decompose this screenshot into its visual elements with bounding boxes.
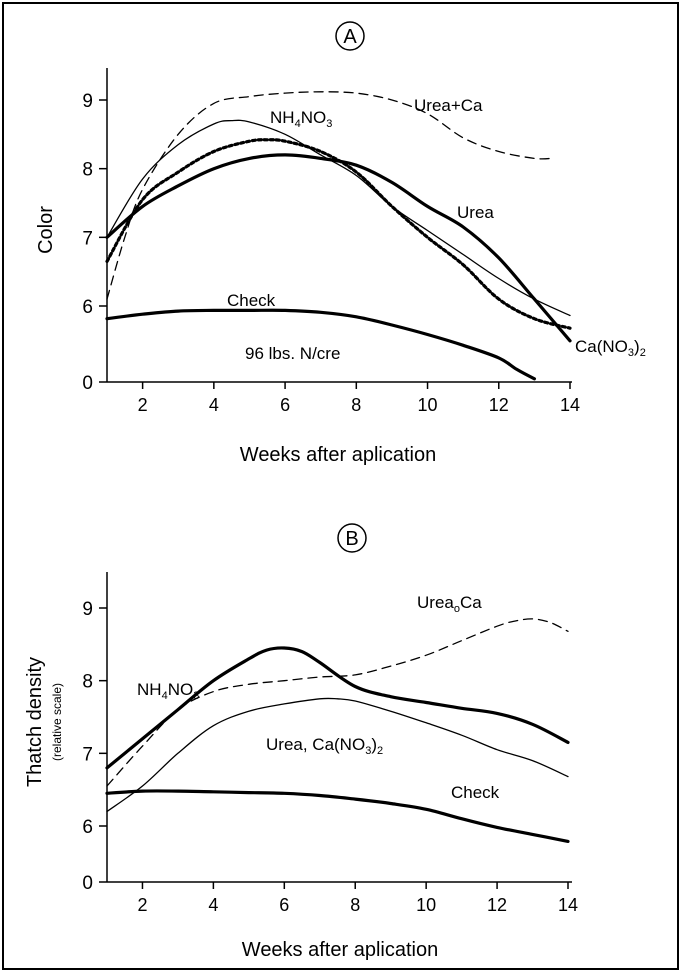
panel-b-badge: [337, 523, 367, 553]
y-tick-label: 0: [82, 373, 93, 394]
series-line-ca-no3-2: [105, 138, 572, 330]
series-label-b-nh4no3: NH4NO3: [137, 680, 199, 702]
series-label-urea: Urea: [457, 203, 494, 222]
series-line-urea: [105, 153, 572, 343]
panel-a-label: A: [343, 26, 357, 48]
x-tick-label: 10: [416, 895, 436, 915]
x-tick-label: 8: [351, 395, 361, 415]
x-tick-label: 6: [279, 895, 289, 915]
y-tick-label: 8: [82, 672, 93, 693]
series-line-nh4no3: [106, 119, 571, 317]
series-label-urea-cano3-2: Urea, Ca(NO3)2: [266, 735, 383, 757]
panel-a-badge: [335, 21, 365, 51]
y-tick-label: 6: [82, 297, 93, 318]
y-tick-label: 9: [82, 91, 93, 112]
series-label-urea-ca: Urea+Ca: [414, 96, 483, 115]
x-tick-label: 14: [560, 395, 580, 415]
y-tick-label: 9: [82, 599, 93, 620]
x-tick-label: 8: [350, 895, 360, 915]
x-tick-label: 4: [209, 395, 219, 415]
panel-b: B 2 4 6 8 10 12 14 0 6 7 8 9 Weeks after aplication…: [24, 523, 578, 961]
panel-b-x-axis-label: Weeks after aplication: [242, 939, 438, 961]
panel-b-label: B: [345, 528, 358, 550]
y-tick-label: 0: [82, 873, 93, 894]
series-label-b-check: Check: [451, 783, 500, 802]
y-tick-label: 7: [82, 228, 93, 249]
series-label-urea-o-ca: UreaoCa: [417, 593, 482, 615]
series-line-ureaoca: [106, 618, 569, 787]
x-tick-label: 4: [208, 895, 218, 915]
panel-b-y-axis-label: Thatch density: [24, 657, 46, 787]
y-tick-label: 8: [82, 160, 93, 181]
series-line-urea-ca-no3-2: [106, 697, 569, 813]
panel-a-x-axis-label: Weeks after aplication: [240, 444, 436, 466]
x-tick-label: 10: [418, 395, 438, 415]
x-tick-label: 12: [489, 395, 509, 415]
panel-a-y-axis-label: Color: [35, 206, 57, 254]
panel-a-series: [105, 91, 572, 381]
series-line-check: [105, 308, 536, 381]
series-line-urea-ca: [106, 91, 553, 300]
series-label-cano3-2: Ca(NO3)2: [575, 337, 646, 359]
panel-a: A 2 4 6 8 10 12 14 0 6 7 8 9 Weeks after aplication…: [35, 21, 646, 466]
annotation-rate: 96 lbs. N/cre: [245, 344, 340, 363]
x-tick-label: 6: [280, 395, 290, 415]
x-tick-label: 14: [558, 895, 578, 915]
x-tick-label: 2: [138, 395, 148, 415]
x-tick-label: 12: [487, 895, 507, 915]
panel-b-series: [105, 618, 570, 843]
series-line-check: [105, 789, 570, 843]
x-tick-label: 2: [137, 895, 147, 915]
series-label-check: Check: [227, 291, 276, 310]
y-tick-label: 7: [82, 744, 93, 765]
series-line-nh4no3: [105, 646, 570, 770]
panel-b-ticks: 2 4 6 8 10 12 14 0 6 7 8 9: [82, 599, 578, 915]
series-label-nh4no3: NH4NO3: [270, 108, 332, 130]
y-tick-label: 6: [82, 817, 93, 838]
panel-b-y-axis-sublabel: (relative scale): [50, 683, 64, 761]
panel-a-ticks: 2 4 6 8 10 12 14 0 6 7 8 9: [82, 91, 580, 415]
